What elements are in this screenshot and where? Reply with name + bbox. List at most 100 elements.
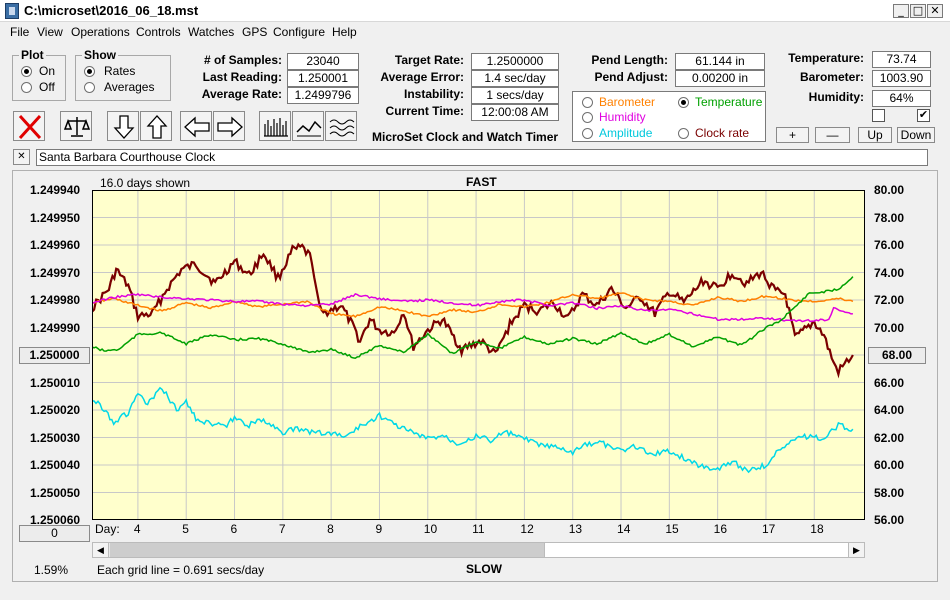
left-axis-tick-label: 1.250060: [30, 513, 81, 527]
plot-group-title: Plot: [19, 48, 46, 62]
right-axis-tick-label: 62.00: [874, 430, 905, 445]
plot-off-label: Off: [39, 80, 55, 94]
instability-label: Instability:: [403, 87, 464, 101]
barometer-label: Barometer:: [799, 70, 864, 84]
scale-minus-button[interactable]: —: [815, 127, 850, 143]
scale-down-button[interactable]: Down: [897, 127, 935, 143]
up-arrow-button[interactable]: [140, 111, 172, 141]
temperature-value: 73.74: [872, 51, 931, 68]
menu-view[interactable]: View: [37, 25, 63, 39]
clear-clock-name-button[interactable]: ✕: [13, 149, 30, 165]
humidity-label: Humidity:: [808, 90, 864, 104]
day-tick-label: 7: [278, 522, 286, 536]
stop-button[interactable]: [13, 111, 45, 141]
menu-configure[interactable]: Configure: [273, 25, 326, 39]
env-checkbox-1[interactable]: [872, 109, 885, 122]
average-rate-value: 1.2499796: [287, 87, 359, 104]
right-axis-tick-label: 78.00: [874, 210, 905, 225]
series-line-temperature: [92, 276, 854, 359]
balance-button[interactable]: [60, 111, 92, 141]
scale-plus-button[interactable]: +: [776, 127, 809, 143]
temperature-radio[interactable]: [678, 97, 689, 108]
right-arrow-button[interactable]: [213, 111, 245, 141]
bar-view-button[interactable]: [259, 111, 291, 141]
fast-label: FAST: [466, 175, 497, 189]
samples-label: # of Samples:: [203, 53, 282, 67]
samples-value: 23040: [287, 53, 359, 70]
menu-gps[interactable]: GPS: [242, 25, 268, 39]
pend-length-value: 61.144 in: [675, 53, 765, 70]
day-tick-label: 14: [617, 522, 631, 536]
bar-chart-icon: [264, 118, 288, 137]
scroll-right-icon[interactable]: ▶: [848, 543, 864, 557]
arrow-left-icon: [184, 116, 210, 138]
menu-controls[interactable]: Controls: [136, 25, 181, 39]
show-rates-label: Rates: [104, 64, 136, 78]
plot-on-label: On: [39, 64, 56, 78]
menu-file[interactable]: File: [10, 25, 30, 39]
left-axis-tick-label: 1.249990: [30, 320, 81, 335]
instability-value: 1 secs/day: [471, 87, 559, 104]
horizontal-scrollbar[interactable]: ◀ ▶: [92, 542, 865, 558]
left-value-box[interactable]: 1.250000: [19, 347, 90, 364]
temperature-option-label: Temperature: [695, 95, 763, 109]
pend-adjust-value: 0.00200 in: [675, 70, 765, 87]
maximize-button[interactable]: □: [910, 4, 926, 18]
line-chart-icon: [296, 120, 322, 137]
target-rate-value: 1.2500000: [471, 53, 559, 70]
grid-note: Each grid line = 0.691 secs/day: [97, 563, 265, 577]
barometer-radio[interactable]: [582, 97, 593, 108]
series-line-clock_rate: [92, 242, 854, 379]
scale-up-button[interactable]: Up: [858, 127, 892, 143]
line-view-button[interactable]: [292, 111, 324, 141]
show-group: Show Rates Averages: [75, 48, 171, 101]
amplitude-radio[interactable]: [582, 128, 593, 139]
left-axis-tick-label: 1.250040: [30, 458, 81, 472]
average-rate-label: Average Rate:: [201, 87, 282, 101]
average-error-label: Average Error:: [380, 70, 464, 84]
series-line-amplitude: [92, 386, 854, 474]
right-axis-tick-label: 66.00: [874, 375, 905, 390]
right-axis-tick-label: 76.00: [874, 238, 905, 252]
day-tick-label: 12: [520, 522, 534, 536]
percent-readout: 1.59%: [34, 563, 69, 577]
plot-off-radio[interactable]: [21, 82, 32, 93]
plot-on-radio[interactable]: [21, 66, 32, 77]
scroll-thumb[interactable]: [544, 542, 849, 558]
left-arrow-button[interactable]: [180, 111, 212, 141]
right-axis-tick-label: 72.00: [874, 293, 905, 307]
show-rates-radio[interactable]: [84, 66, 95, 77]
scroll-left-icon[interactable]: ◀: [93, 543, 109, 557]
slow-label: SLOW: [466, 562, 502, 576]
menu-help[interactable]: Help: [332, 25, 357, 39]
show-averages-radio[interactable]: [84, 82, 95, 93]
day-tick-label: 11: [472, 522, 485, 536]
right-axis-tick-label: 74.00: [874, 265, 905, 280]
menu-bar: File View Operations Controls Watches GP…: [0, 22, 950, 42]
minimize-button[interactable]: _: [893, 4, 909, 18]
env-checkbox-2[interactable]: ✔: [917, 109, 930, 122]
humidity-radio[interactable]: [582, 112, 593, 123]
down-arrow-button[interactable]: [107, 111, 139, 141]
right-axis-tick-label: 60.00: [874, 458, 905, 472]
amplitude-option-label: Amplitude: [599, 126, 653, 140]
x-icon: [18, 114, 42, 140]
app-icon[interactable]: [5, 3, 19, 19]
clock-rate-option-label: Clock rate: [695, 126, 750, 140]
clock-name-input[interactable]: Santa Barbara Courthouse Clock: [36, 149, 928, 166]
scroll-track-filled[interactable]: [110, 543, 544, 557]
average-error-value: 1.4 sec/day: [471, 70, 559, 87]
right-value-box[interactable]: 68.00: [868, 347, 926, 364]
wave-view-button[interactable]: [325, 111, 357, 141]
chart-panel: [12, 170, 938, 582]
balance-icon: [63, 117, 91, 137]
series-selector: Barometer Temperature Humidity Amplitude…: [572, 91, 766, 142]
clock-rate-radio[interactable]: [678, 128, 689, 139]
barometer-value: 1003.90: [872, 70, 931, 87]
last-reading-label: Last Reading:: [202, 70, 282, 84]
menu-operations[interactable]: Operations: [71, 25, 130, 39]
close-button[interactable]: ✕: [927, 4, 943, 18]
left-axis-tick-label: 1.249970: [30, 265, 81, 280]
scroll-value-box[interactable]: 0: [19, 525, 90, 542]
menu-watches[interactable]: Watches: [188, 25, 235, 39]
